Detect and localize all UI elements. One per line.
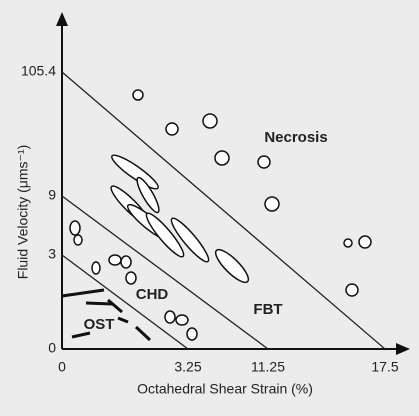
x-tick-label: 11.25: [251, 359, 285, 375]
boundaries: [62, 72, 385, 349]
necrosis-boundary: [62, 72, 385, 349]
necrotic-cells: [133, 90, 371, 296]
x-axis-title: Octahedral Shear Strain (%): [137, 381, 313, 397]
y-tick-label: 0: [48, 340, 56, 356]
y-tick-label: 3: [48, 246, 56, 262]
y-axis-title: Fluid Velocity (μms⁻¹): [15, 145, 31, 279]
region-label: Necrosis: [264, 129, 327, 146]
y-tick-label: 105.4: [21, 63, 56, 79]
region-label: FBT: [253, 301, 282, 318]
region-label: CHD: [136, 286, 169, 303]
y-arrow: [56, 12, 68, 26]
x-tick-label: 0: [58, 359, 66, 375]
x-arrow: [396, 343, 410, 355]
y-tick-label: 9: [48, 187, 56, 203]
x-tick-label: 3.25: [174, 359, 201, 375]
region-label: OST: [84, 316, 115, 333]
x-tick-label: 17.5: [371, 359, 398, 375]
diagram: 105.4 9 3 0 0 3.25 11.25 17.5 Octahedral…: [0, 0, 419, 416]
